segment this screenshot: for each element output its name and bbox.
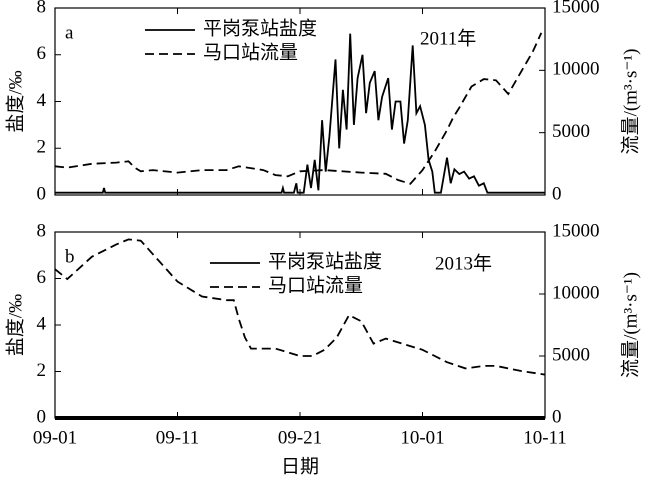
x-tick-label: 09-11 xyxy=(156,427,200,448)
y2-tick-label: 0 xyxy=(552,406,562,427)
y-axis-label: 盐度/‰ xyxy=(4,70,26,132)
y2-axis-label: 流量/(m³·s⁻¹) xyxy=(619,272,641,378)
series-line xyxy=(55,33,545,194)
y-tick-label: 0 xyxy=(37,183,47,204)
y2-tick-label: 15000 xyxy=(552,0,600,17)
legend-label: 平岗泵站盐度 xyxy=(203,17,317,39)
series-line xyxy=(54,32,543,185)
y2-axis-label: 流量/(m³·s⁻¹) xyxy=(619,49,641,155)
y2-tick-label: 0 xyxy=(552,183,562,204)
y-tick-label: 2 xyxy=(37,360,47,381)
y2-tick-label: 5000 xyxy=(552,121,590,142)
y-tick-label: 4 xyxy=(37,313,47,334)
x-tick-label: 09-21 xyxy=(278,427,322,448)
y-tick-label: 8 xyxy=(37,0,47,17)
y-tick-label: 6 xyxy=(37,43,47,64)
y-tick-label: 2 xyxy=(37,137,47,158)
annotation: 2011年 xyxy=(420,27,476,49)
y-tick-label: 8 xyxy=(37,220,47,241)
y-tick-label: 6 xyxy=(37,267,47,288)
annotation: 2013年 xyxy=(435,252,492,274)
series-line xyxy=(54,238,546,376)
y2-tick-label: 15000 xyxy=(552,220,600,241)
y-tick-label: 0 xyxy=(37,406,47,427)
y2-tick-label: 10000 xyxy=(552,282,600,303)
y2-tick-label: 5000 xyxy=(552,344,590,365)
x-axis-label: 日期 xyxy=(281,455,319,477)
y-axis-label: 盐度/‰ xyxy=(4,294,26,356)
y2-tick-label: 10000 xyxy=(552,59,600,80)
x-tick-label: 10-01 xyxy=(400,427,444,448)
legend-label: 马口站流量 xyxy=(268,274,363,296)
legend-label: 平岗泵站盐度 xyxy=(268,250,382,272)
x-tick-label: 10-11 xyxy=(523,427,567,448)
x-tick-label: 09-01 xyxy=(33,427,77,448)
panel-label: a xyxy=(65,22,74,43)
legend-label: 马口站流量 xyxy=(203,41,298,63)
y-tick-label: 4 xyxy=(37,90,47,111)
panel-label: b xyxy=(65,246,75,267)
